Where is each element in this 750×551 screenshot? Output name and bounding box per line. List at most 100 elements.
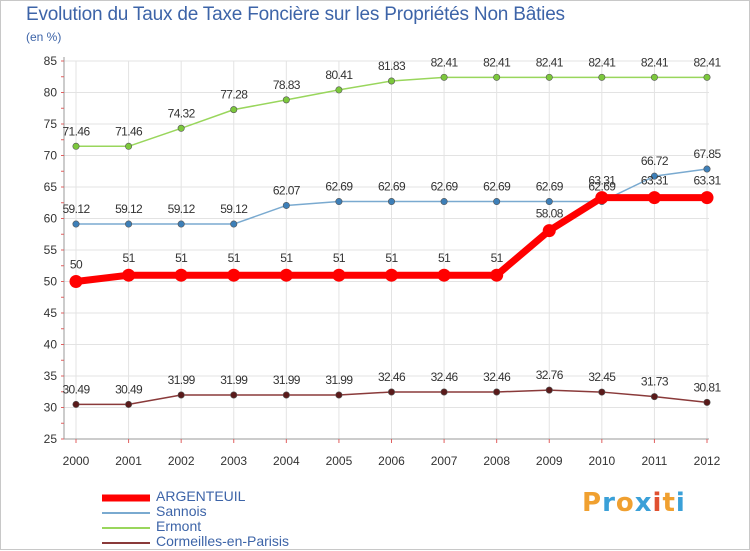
- x-tick-label-2010: 2010: [588, 454, 615, 468]
- point-cormeilles-en-parisis-2004: [282, 391, 290, 399]
- legend-label-argenteuil: ARGENTEUIL: [156, 488, 246, 504]
- data-label-argenteuil-2001: 51: [123, 251, 136, 265]
- data-label-sannois-2002: 59.12: [168, 202, 196, 216]
- x-tick-label-2009: 2009: [536, 454, 563, 468]
- data-label-sannois-2011: 66.72: [641, 154, 669, 168]
- y-tick-label-65: 65: [44, 180, 58, 194]
- data-label-cormeilles-en-parisis-2011: 31.73: [641, 375, 669, 389]
- data-label-ermont-2005: 80.41: [325, 68, 353, 82]
- point-argenteuil-2004: [279, 268, 293, 282]
- point-ermont-2001: [125, 142, 133, 150]
- x-tick-label-2002: 2002: [168, 454, 195, 468]
- data-label-ermont-2000: 71.46: [62, 124, 90, 138]
- data-label-sannois-2006: 62.69: [378, 180, 406, 194]
- data-label-argenteuil-2002: 51: [175, 251, 188, 265]
- y-tick-label-55: 55: [44, 243, 58, 257]
- data-label-cormeilles-en-parisis-2008: 32.46: [483, 370, 511, 384]
- point-cormeilles-en-parisis-2011: [650, 393, 658, 401]
- point-argenteuil-2007: [437, 268, 451, 282]
- point-ermont-2011: [650, 73, 658, 81]
- data-label-cormeilles-en-parisis-2004: 31.99: [273, 373, 301, 387]
- legend-label-ermont: Ermont: [156, 518, 202, 534]
- data-label-cormeilles-en-parisis-2003: 31.99: [220, 373, 248, 387]
- data-label-ermont-2001: 71.46: [115, 124, 143, 138]
- data-label-ermont-2004: 78.83: [273, 78, 301, 92]
- point-argenteuil-2003: [227, 268, 241, 282]
- data-label-argenteuil-2003: 51: [228, 251, 241, 265]
- data-label-sannois-2004: 62.07: [273, 183, 301, 197]
- point-sannois-2004: [282, 201, 290, 209]
- point-cormeilles-en-parisis-2003: [230, 391, 238, 399]
- point-argenteuil-2006: [385, 268, 398, 282]
- data-label-ermont-2012: 82.41: [693, 55, 721, 69]
- point-ermont-2004: [282, 96, 290, 104]
- point-ermont-2012: [703, 73, 711, 81]
- point-sannois-2000: [72, 220, 80, 228]
- y-tick-label-30: 30: [44, 401, 58, 415]
- point-sannois-2006: [387, 198, 395, 206]
- data-label-argenteuil-2005: 51: [333, 251, 346, 265]
- point-sannois-2008: [493, 198, 501, 206]
- data-label-argenteuil-2010: 63.31: [588, 174, 616, 188]
- data-label-cormeilles-en-parisis-2009: 32.76: [536, 368, 564, 382]
- point-argenteuil-2002: [174, 268, 188, 282]
- data-label-argenteuil-2009: 58.08: [536, 207, 564, 221]
- data-label-sannois-2008: 62.69: [483, 180, 511, 194]
- point-sannois-2001: [125, 220, 133, 228]
- x-tick-label-2012: 2012: [694, 454, 721, 468]
- logo-letter: i: [652, 488, 663, 518]
- data-label-argenteuil-2012: 63.31: [693, 174, 721, 188]
- data-label-sannois-2007: 62.69: [431, 180, 459, 194]
- x-tick-label-2003: 2003: [220, 454, 247, 468]
- point-ermont-2000: [72, 142, 80, 150]
- point-argenteuil-2012: [700, 191, 714, 205]
- point-sannois-2007: [440, 198, 448, 206]
- point-argenteuil-2011: [647, 191, 661, 205]
- logo-letter: i: [675, 488, 686, 518]
- y-tick-label-25: 25: [44, 432, 58, 446]
- x-tick-label-2011: 2011: [642, 454, 668, 468]
- data-label-cormeilles-en-parisis-2001: 30.49: [115, 382, 143, 396]
- data-label-argenteuil-2006: 51: [385, 251, 398, 265]
- x-tick-label-2001: 2001: [115, 454, 142, 468]
- chart-subtitle: (en %): [26, 30, 62, 44]
- y-tick-label-60: 60: [44, 212, 58, 226]
- point-cormeilles-en-parisis-2010: [598, 388, 606, 396]
- point-cormeilles-en-parisis-2009: [545, 386, 553, 394]
- point-argenteuil-2008: [490, 268, 504, 282]
- logo-letter: P: [582, 488, 603, 518]
- data-label-argenteuil-2007: 51: [438, 251, 451, 265]
- point-cormeilles-en-parisis-2008: [493, 388, 501, 396]
- data-label-sannois-2001: 59.12: [115, 202, 143, 216]
- point-ermont-2010: [598, 73, 606, 81]
- point-cormeilles-en-parisis-2012: [703, 398, 711, 406]
- point-cormeilles-en-parisis-2007: [440, 388, 448, 396]
- point-ermont-2002: [177, 124, 185, 132]
- proxiti-logo: Proxiti: [582, 488, 686, 518]
- legend-label-cormeilles: Cormeilles-en-Parisis: [156, 533, 290, 549]
- data-label-ermont-2011: 82.41: [641, 55, 669, 69]
- point-ermont-2003: [230, 106, 238, 114]
- data-label-argenteuil-2008: 51: [491, 251, 504, 265]
- legend-label-sannois: Sannois: [156, 503, 207, 519]
- point-cormeilles-en-parisis-2002: [177, 391, 185, 399]
- data-label-cormeilles-en-parisis-2000: 30.49: [62, 382, 90, 396]
- point-argenteuil-2001: [122, 268, 136, 282]
- point-argenteuil-2005: [332, 268, 346, 282]
- data-label-sannois-2003: 59.12: [220, 202, 248, 216]
- y-tick-label-45: 45: [44, 306, 58, 320]
- point-sannois-2005: [335, 198, 343, 206]
- x-tick-label-2007: 2007: [431, 454, 458, 468]
- data-label-ermont-2003: 77.28: [220, 88, 248, 102]
- point-cormeilles-en-parisis-2001: [125, 400, 133, 408]
- y-tick-label-40: 40: [44, 338, 58, 352]
- x-tick-label-2005: 2005: [326, 454, 353, 468]
- logo-letter: t: [662, 488, 676, 518]
- data-label-ermont-2008: 82.41: [483, 55, 511, 69]
- data-label-sannois-2005: 62.69: [325, 180, 353, 194]
- point-cormeilles-en-parisis-2005: [335, 391, 343, 399]
- x-tick-label-2008: 2008: [483, 454, 510, 468]
- y-tick-label-50: 50: [44, 275, 58, 289]
- data-label-cormeilles-en-parisis-2002: 31.99: [168, 373, 196, 387]
